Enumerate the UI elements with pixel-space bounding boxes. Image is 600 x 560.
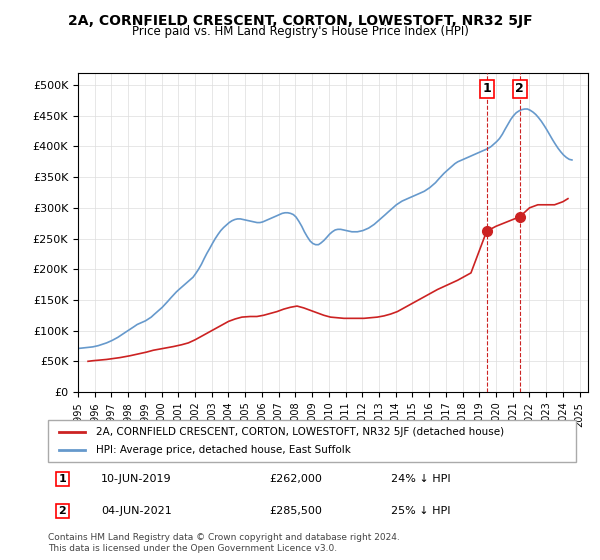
Text: 2A, CORNFIELD CRESCENT, CORTON, LOWESTOFT, NR32 5JF (detached house): 2A, CORNFIELD CRESCENT, CORTON, LOWESTOF… — [95, 427, 503, 437]
Text: Price paid vs. HM Land Registry's House Price Index (HPI): Price paid vs. HM Land Registry's House … — [131, 25, 469, 38]
FancyBboxPatch shape — [48, 420, 576, 462]
Text: HPI: Average price, detached house, East Suffolk: HPI: Average price, detached house, East… — [95, 445, 350, 455]
Text: 04-JUN-2021: 04-JUN-2021 — [101, 506, 172, 516]
Text: 25% ↓ HPI: 25% ↓ HPI — [391, 506, 451, 516]
Text: 24% ↓ HPI: 24% ↓ HPI — [391, 474, 451, 484]
Text: 1: 1 — [59, 474, 67, 484]
Text: 1: 1 — [482, 82, 491, 95]
Text: 2A, CORNFIELD CRESCENT, CORTON, LOWESTOFT, NR32 5JF: 2A, CORNFIELD CRESCENT, CORTON, LOWESTOF… — [68, 14, 532, 28]
Text: Contains HM Land Registry data © Crown copyright and database right 2024.
This d: Contains HM Land Registry data © Crown c… — [48, 533, 400, 553]
Text: 2: 2 — [515, 82, 524, 95]
Text: £285,500: £285,500 — [270, 506, 323, 516]
Text: £262,000: £262,000 — [270, 474, 323, 484]
Text: 2: 2 — [59, 506, 67, 516]
Text: 10-JUN-2019: 10-JUN-2019 — [101, 474, 172, 484]
